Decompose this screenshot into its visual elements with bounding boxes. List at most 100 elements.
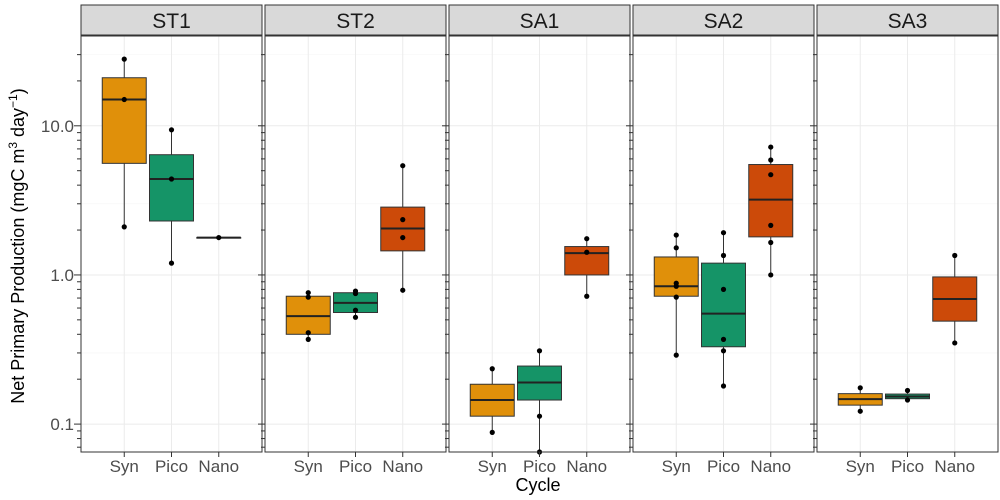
data-point [673,352,679,358]
x-tick-label: Nano [382,457,423,476]
facet-panels: ST1 ST2 SA1 SA2 SA3 [74,4,999,455]
iqr-box [701,262,746,348]
x-tick-label: Syn [478,457,507,476]
data-point [768,239,774,246]
data-point [904,397,911,403]
data-point [400,287,406,293]
data-point [536,348,543,354]
box-sa2-nano [748,144,794,278]
data-point [168,127,175,133]
facet-panel-st1: ST1 [74,4,263,453]
box-sa1-syn [469,366,515,435]
box-sa3-pico [885,387,930,403]
facet-strip [80,4,263,36]
data-point [904,387,911,394]
data-point [584,293,590,299]
data-point [305,336,311,342]
x-axis: Syn Pico Nano Syn Pico Nano Syn Pico Nano Syn Pico… [110,452,975,476]
y-axis: 0.1 1.0 10.0 [41,117,74,434]
y-axis-title-sup2: −1 [6,94,20,108]
y-axis-title-main: Net Primary Production (mgC m [8,149,28,404]
data-point [673,294,679,300]
data-point [720,286,727,293]
data-point [305,294,311,300]
box-st2-pico [333,288,378,320]
x-tick-label: Syn [662,457,691,476]
facet-strip-label: SA2 [704,10,744,33]
x-tick-label: Syn [846,457,875,476]
facet-strip [632,4,815,36]
x-tick-label: Nano [750,457,791,476]
box-sa2-pico [701,230,746,389]
iqr-box [653,256,699,297]
facet-panel-st2: ST2 [258,4,447,453]
data-point [352,314,359,320]
data-point [720,336,727,342]
box-sa3-syn [837,385,883,414]
box-st2-syn [285,290,331,342]
x-tick-label: Syn [294,457,323,476]
data-point [584,236,590,242]
x-tick-label: Nano [934,457,975,476]
data-point [305,290,311,296]
box-sa1-pico [517,348,562,455]
facet-panel-sa1: SA1 [442,4,631,455]
data-point [720,348,727,354]
y-axis-title-end: ) [8,88,28,94]
data-point [489,429,495,435]
data-point [489,366,495,372]
data-point [352,290,359,297]
data-point [673,283,679,289]
data-point [768,272,774,278]
data-point [673,232,679,238]
y-axis-title-mid: day [8,108,28,142]
data-point [720,383,727,389]
facet-strip [816,4,999,36]
y-axis-title-sup1: 3 [6,142,20,149]
box-sa1-nano [564,236,610,299]
x-tick-label: Pico [707,457,740,476]
data-point [216,234,222,241]
box-st1-syn [101,56,147,230]
iqr-box [101,77,147,164]
x-tick-label: Nano [198,457,239,476]
facet-panel-sa2: SA2 [626,4,815,453]
x-tick-label: Syn [110,457,139,476]
data-point [584,249,590,255]
x-tick-label: Pico [339,457,372,476]
data-point [352,307,359,313]
data-point [673,245,679,251]
x-axis-title: Cycle [515,475,560,495]
data-point [121,224,127,230]
facet-panel-sa3: SA3 [810,4,999,453]
x-tick-label: Pico [523,457,556,476]
box-st1-pico [149,127,194,266]
box-st2-nano [380,163,426,293]
y-axis-title: Net Primary Production (mgC m3 day−1) [6,88,28,403]
y-tick-label: 10.0 [41,117,74,136]
y-tick-label: 1.0 [50,266,74,285]
facet-strip [448,4,631,36]
data-point [952,252,958,259]
facet-strip-label: SA3 [888,10,928,33]
data-point [168,260,175,266]
data-point [857,408,863,414]
data-point [768,144,774,150]
facet-strip-label: SA1 [520,10,560,33]
data-point [121,96,127,103]
x-tick-label: Nano [566,457,607,476]
data-point [168,176,175,182]
box-sa2-syn [653,232,699,358]
facet-strip-label: ST2 [336,10,375,33]
data-point [536,413,543,419]
facet-strip [264,4,447,36]
facet-strip-label: ST1 [152,10,191,33]
iqr-box [149,154,194,222]
data-point [305,330,311,336]
data-point [768,172,774,178]
data-point [768,222,774,228]
box-sa3-nano [932,252,978,346]
data-point [768,157,774,163]
data-point [400,217,406,223]
